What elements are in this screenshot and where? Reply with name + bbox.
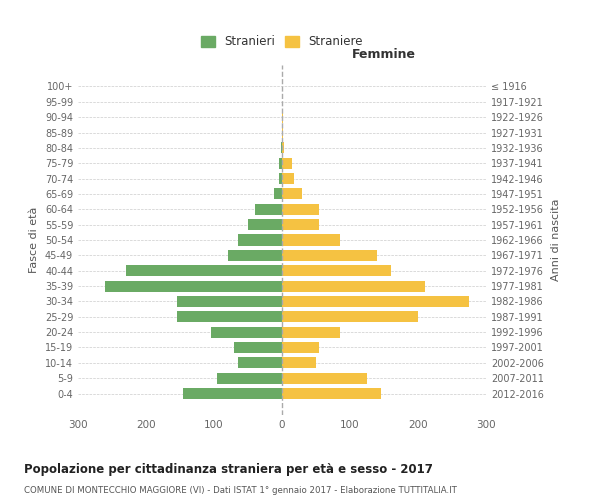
Bar	[217, 372, 282, 384]
Y-axis label: Fasce di età: Fasce di età	[29, 207, 39, 273]
Bar	[282, 265, 391, 276]
Bar	[282, 250, 377, 261]
Bar	[282, 204, 319, 215]
Bar	[282, 296, 469, 307]
Bar	[282, 342, 319, 353]
Bar	[282, 142, 284, 154]
Bar	[238, 234, 282, 246]
Bar	[211, 326, 282, 338]
Text: Femmine: Femmine	[352, 48, 416, 62]
Bar	[282, 219, 319, 230]
Bar	[235, 342, 282, 353]
Y-axis label: Anni di nascita: Anni di nascita	[551, 198, 560, 281]
Bar	[274, 188, 282, 200]
Bar	[282, 127, 283, 138]
Bar	[282, 112, 283, 122]
Bar	[282, 234, 340, 246]
Legend: Stranieri, Straniere: Stranieri, Straniere	[196, 30, 368, 53]
Bar	[282, 326, 340, 338]
Bar	[125, 265, 282, 276]
Bar	[278, 173, 282, 184]
Bar	[248, 219, 282, 230]
Bar	[282, 280, 425, 291]
Bar	[227, 250, 282, 261]
Text: COMUNE DI MONTECCHIO MAGGIORE (VI) - Dati ISTAT 1° gennaio 2017 - Elaborazione T: COMUNE DI MONTECCHIO MAGGIORE (VI) - Dat…	[24, 486, 457, 495]
Bar	[281, 142, 282, 154]
Bar	[282, 188, 302, 200]
Bar	[282, 358, 316, 368]
Bar	[176, 296, 282, 307]
Text: Popolazione per cittadinanza straniera per età e sesso - 2017: Popolazione per cittadinanza straniera p…	[24, 462, 433, 475]
Bar	[282, 312, 418, 322]
Bar	[279, 158, 282, 168]
Bar	[282, 158, 292, 168]
Bar	[105, 280, 282, 291]
Bar	[282, 372, 367, 384]
Bar	[282, 388, 380, 399]
Bar	[176, 312, 282, 322]
Bar	[255, 204, 282, 215]
Bar	[282, 173, 294, 184]
Bar	[184, 388, 282, 399]
Bar	[238, 358, 282, 368]
